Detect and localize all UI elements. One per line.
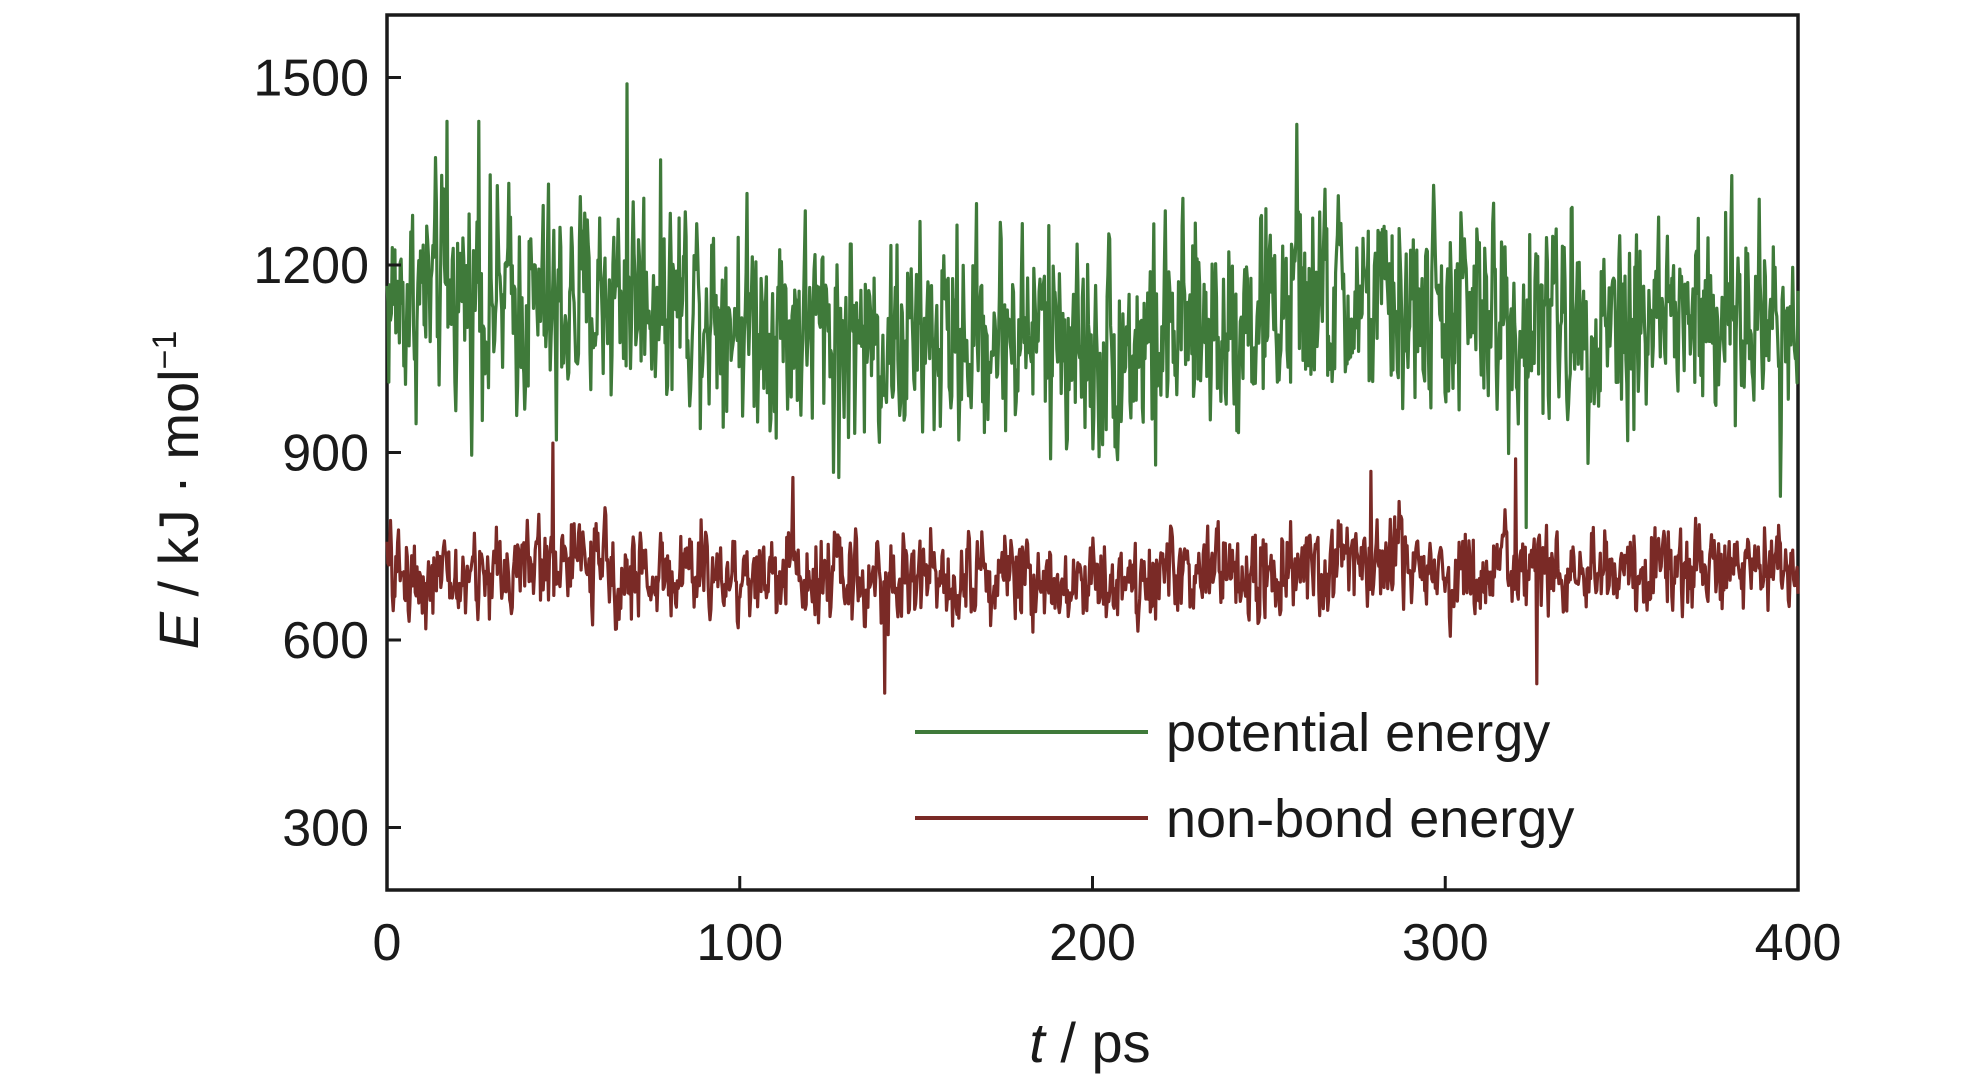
x-tick-label-100: 100 [696,914,783,972]
x-axis-title: t / ps [1029,1011,1150,1074]
y-axis-unit: / kJ · mol [147,369,210,612]
series-line-non-bond-energy [385,441,1800,695]
ticks-layer [385,76,1800,890]
y-tick-label-900: 900 [282,425,369,483]
y-axis-var: E [147,611,210,649]
x-tick-label-0: 0 [373,914,402,972]
y-tick-label-1200: 1200 [253,237,369,295]
x-axis-var: t [1029,1011,1047,1074]
series-layer [385,82,1800,695]
x-tick-label-300: 300 [1402,914,1489,972]
x-tick-label-400: 400 [1755,914,1842,972]
tick-labels-layer: 0 100 200 300 400 300 600 900 1200 1500 [253,50,1841,973]
legend-label-non-bond-energy: non-bond energy [1166,789,1574,849]
y-tick-label-300: 300 [282,800,369,858]
x-tick-label-200: 200 [1049,914,1136,972]
series-line-potential-energy [385,82,1800,530]
legend: potential energy non-bond energy [915,703,1574,849]
y-axis-sup: −1 [146,331,184,370]
x-axis-unit: / ps [1045,1011,1151,1074]
y-tick-label-600: 600 [282,612,369,670]
y-tick-label-1500: 1500 [253,50,369,108]
legend-label-potential-energy: potential energy [1166,703,1550,763]
y-axis-title: E / kJ · mol−1 [146,331,210,650]
